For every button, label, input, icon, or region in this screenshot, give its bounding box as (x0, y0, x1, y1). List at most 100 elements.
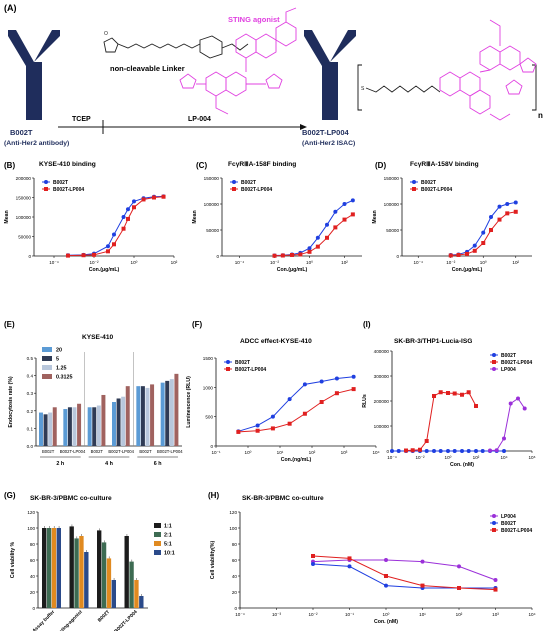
y-tick-label: 0 (396, 254, 399, 259)
x-tick-label: 10⁻⁴ (387, 455, 397, 460)
data-point (412, 187, 416, 191)
y-tick-label: 150000 (16, 196, 32, 201)
data-point (513, 209, 518, 214)
data-point (307, 246, 312, 251)
series-line (67, 196, 164, 257)
x-tick-label: B002T-LP004 (60, 449, 86, 454)
chart-B: (B) KYSE-410 binding 0 50000 100000 150000 200… (4, 161, 178, 273)
x-tick-label: Assay buffer (31, 609, 56, 631)
data-point (492, 521, 496, 525)
y-tick-label: 100 (229, 526, 237, 531)
data-point (121, 226, 126, 231)
panel-label: (E) (4, 320, 15, 329)
legend-swatch (42, 374, 52, 379)
linker-structure-icon: O (103, 31, 249, 59)
legend-swatch (42, 365, 52, 370)
svg-text:O: O (104, 31, 108, 37)
data-point (448, 253, 453, 258)
legend-label: B002T-LP004 (235, 367, 266, 373)
chart-F: (F) ADCC effect-KYSE-410 0 500 1000 1500 Lumin… (186, 320, 380, 463)
time-label: 2 h (56, 461, 64, 467)
bar (101, 542, 107, 608)
bar (106, 558, 112, 608)
bar (79, 536, 84, 608)
series-line (312, 555, 496, 591)
y-tick-label: 0.5 (27, 356, 34, 361)
data-point (112, 232, 116, 237)
series-line (312, 559, 496, 581)
bar (160, 382, 165, 446)
x-tick-label: sting-agonist (58, 609, 84, 631)
data-point (287, 397, 292, 402)
data-point (452, 449, 457, 453)
bar (124, 536, 129, 608)
data-point (420, 583, 425, 588)
data-point (81, 253, 86, 258)
data-point (390, 449, 394, 453)
y-tick-label: 1500 (203, 356, 214, 361)
bar (165, 380, 170, 446)
legend-swatch (154, 532, 161, 537)
x-tick-label: 10³ (341, 450, 348, 455)
bar (150, 384, 155, 446)
x-tick-label: 10⁻¹ (211, 450, 221, 455)
data-point (502, 436, 506, 441)
data-point (492, 367, 496, 371)
y-tick-label: 0.4 (27, 374, 34, 379)
y-tick-label: 0 (210, 444, 213, 449)
data-point (325, 235, 329, 240)
linker-label: non-cleavable Linker (110, 64, 185, 73)
data-point (492, 360, 496, 364)
panel-a-scheme: (A) B002T (Anti-Her2 antibody) TCEP LP-0… (4, 3, 543, 147)
bar (56, 528, 61, 608)
x-tick-label: 10³ (492, 612, 499, 617)
chart-title: FcγRⅢA-158F binding (228, 160, 296, 168)
data-point (132, 199, 136, 204)
data-point (438, 390, 443, 395)
data-point (384, 583, 388, 588)
data-point (522, 406, 527, 411)
y-tick-label: 60 (232, 558, 238, 563)
x-tick-label: B002T (97, 609, 111, 623)
legend-label: B002T (241, 180, 256, 186)
agonist-label: STING agonist (228, 15, 280, 24)
data-point (112, 242, 116, 247)
data-point (505, 211, 510, 216)
bar (134, 580, 139, 608)
data-point (132, 205, 136, 210)
bar (140, 386, 145, 446)
data-point (334, 376, 339, 381)
data-point (465, 251, 469, 256)
bar (145, 387, 150, 446)
data-point (315, 244, 320, 249)
data-point (418, 447, 422, 452)
data-point (424, 449, 429, 453)
legend-label: B002T-LP004 (421, 187, 452, 193)
y-tick-label: 20 (232, 590, 238, 595)
legend-label: B002T-LP004 (241, 187, 272, 193)
payload-step-label: LP-004 (188, 116, 211, 123)
data-point (481, 241, 486, 245)
x-axis-title: Con.(μg/mL) (452, 267, 483, 273)
y-tick-label: 150000 (384, 176, 400, 181)
chart-G: (G) SK-BR-3/PBMC co-culture 0 20 40 60 80 100 12… (4, 491, 175, 631)
bar (72, 407, 77, 446)
legend-swatch (154, 541, 161, 546)
data-point (65, 253, 70, 258)
y-tick-label: 0 (234, 606, 237, 611)
x-tick-label: 10² (309, 450, 316, 455)
panel-label-a: (A) (4, 3, 17, 13)
panel-label: (D) (375, 161, 386, 170)
x-tick-label: 10⁰ (131, 260, 138, 265)
reagent-label: TCEP (72, 116, 91, 123)
y-axis-title: Cell viability(%) (210, 541, 216, 580)
data-point (474, 404, 478, 408)
y-tick-label: 100000 (204, 202, 220, 207)
legend-label: 0.3125 (56, 375, 73, 381)
y-tick-label: 50000 (386, 228, 399, 233)
data-point (452, 391, 457, 396)
x-tick-label: B002T-LP004 (157, 449, 183, 454)
y-tick-label: 200000 (16, 176, 32, 181)
legend-label: B002T (501, 353, 516, 359)
